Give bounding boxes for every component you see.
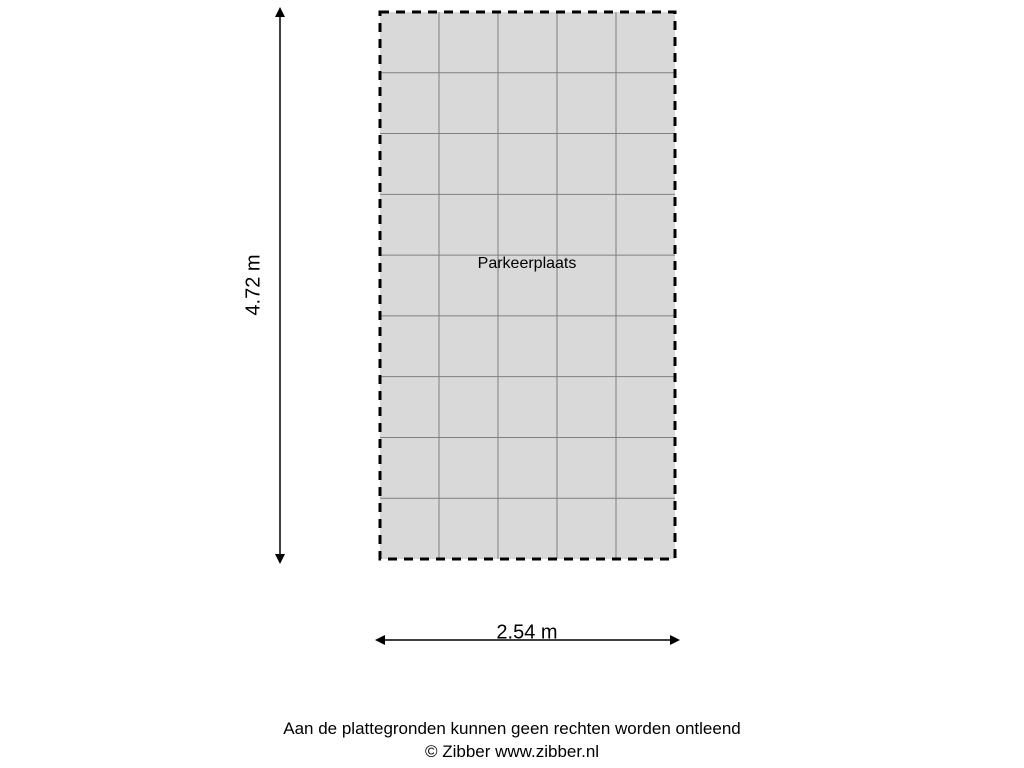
- room-label: Parkeerplaats: [478, 255, 577, 272]
- dim-bottom-label: 2.54 m: [496, 621, 557, 643]
- floorplan-svg: Parkeerplaats 4.72 m 2.54 m: [0, 0, 1024, 768]
- footer-line1: Aan de plattegronden kunnen geen rechten…: [283, 719, 740, 738]
- dim-left-label: 4.72 m: [242, 254, 264, 315]
- footer: Aan de plattegronden kunnen geen rechten…: [0, 718, 1024, 764]
- footer-line2: © Zibber www.zibber.nl: [425, 742, 599, 761]
